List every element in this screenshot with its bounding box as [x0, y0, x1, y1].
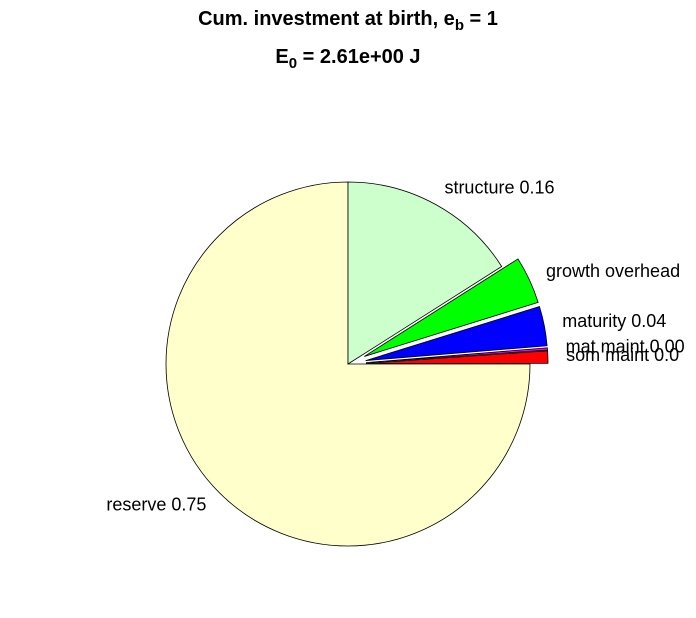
chart-subtitle: E0 = 2.61e+00 J	[275, 46, 420, 72]
slice-label: maturity 0.04	[562, 311, 666, 331]
slice-label: growth overhead	[546, 261, 680, 281]
pie-slice	[347, 181, 503, 365]
slice-label: reserve 0.75	[106, 494, 206, 514]
chart-title: Cum. investment at birth, eb = 1	[198, 8, 498, 34]
slice-label: som maint 0.0	[566, 345, 679, 365]
pie-slice	[364, 258, 539, 357]
pie-slice	[165, 181, 531, 547]
slice-label: structure 0.16	[444, 177, 554, 197]
pie-slice	[365, 347, 548, 364]
pie-slice	[365, 350, 549, 364]
pie-slice	[365, 306, 548, 361]
slice-label: mat maint 0.00	[566, 336, 685, 356]
